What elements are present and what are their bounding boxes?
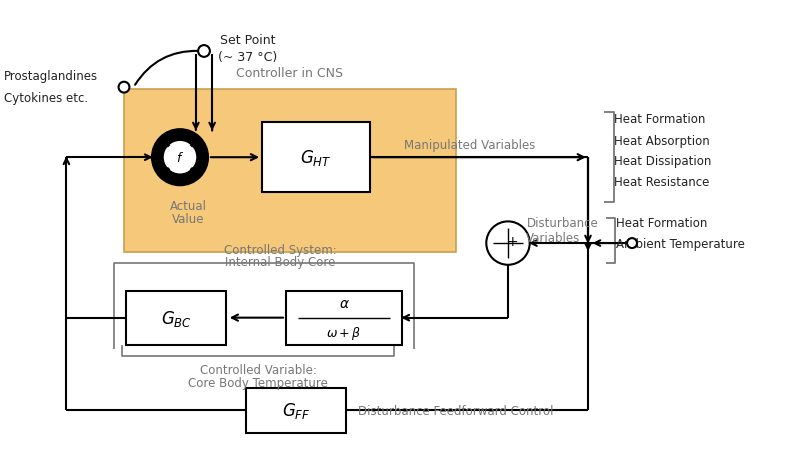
Text: $G_{BC}$: $G_{BC}$ bbox=[161, 308, 191, 328]
Text: Heat Formation: Heat Formation bbox=[616, 217, 707, 230]
Text: Controlled System:: Controlled System: bbox=[224, 244, 336, 257]
Text: Heat Formation: Heat Formation bbox=[614, 113, 706, 126]
Text: Heat Dissipation: Heat Dissipation bbox=[614, 155, 712, 167]
Text: Cytokines etc.: Cytokines etc. bbox=[4, 92, 88, 104]
Ellipse shape bbox=[486, 222, 530, 265]
Text: Actual: Actual bbox=[170, 200, 206, 212]
Text: Set Point: Set Point bbox=[220, 34, 276, 47]
Text: Manipulated Variables: Manipulated Variables bbox=[404, 139, 535, 152]
Text: $+$: $+$ bbox=[506, 235, 518, 248]
Ellipse shape bbox=[627, 239, 637, 249]
Text: Disturbance: Disturbance bbox=[526, 217, 598, 230]
Text: Value: Value bbox=[172, 212, 204, 225]
Text: Prostaglandines: Prostaglandines bbox=[4, 70, 98, 83]
Text: Controlled Variable:: Controlled Variable: bbox=[199, 364, 317, 376]
Text: $G_{HT}$: $G_{HT}$ bbox=[300, 148, 332, 168]
Bar bbox=[286, 291, 402, 345]
Text: Ambient Temperature: Ambient Temperature bbox=[616, 238, 745, 251]
Ellipse shape bbox=[118, 83, 130, 93]
Bar bbox=[126, 291, 226, 345]
Ellipse shape bbox=[164, 142, 196, 174]
Text: (~ 37 °C): (~ 37 °C) bbox=[218, 51, 278, 64]
Text: $\alpha$: $\alpha$ bbox=[338, 297, 350, 310]
Bar bbox=[262, 123, 370, 193]
Text: $f$: $f$ bbox=[176, 151, 184, 165]
Ellipse shape bbox=[198, 46, 210, 58]
Text: Internal Body Core: Internal Body Core bbox=[225, 255, 335, 268]
Text: Heat Resistance: Heat Resistance bbox=[614, 175, 710, 188]
Text: Core Body Temperature: Core Body Temperature bbox=[188, 376, 328, 389]
Text: Disturbance Feedforward Control: Disturbance Feedforward Control bbox=[358, 404, 554, 417]
Text: Variables: Variables bbox=[526, 232, 581, 244]
Text: Heat Absorption: Heat Absorption bbox=[614, 134, 710, 147]
Text: Controller in CNS: Controller in CNS bbox=[237, 67, 343, 79]
Ellipse shape bbox=[152, 130, 208, 186]
Bar bbox=[124, 90, 456, 253]
Text: $G_{FF}$: $G_{FF}$ bbox=[282, 400, 310, 420]
Bar bbox=[246, 388, 346, 433]
Text: $\omega + \beta$: $\omega + \beta$ bbox=[326, 324, 362, 341]
